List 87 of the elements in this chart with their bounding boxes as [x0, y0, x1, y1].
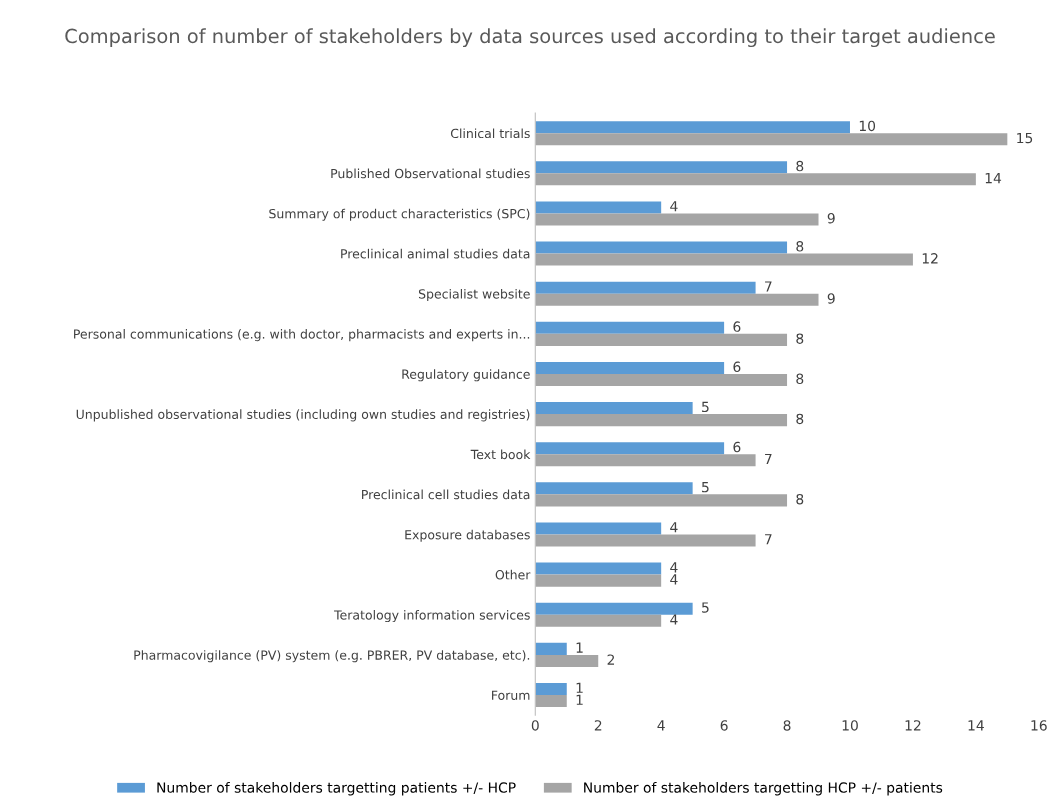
y-tick-label: Exposure databases — [405, 529, 530, 542]
y-tick-label: Clinical trials — [450, 128, 530, 139]
data-label: 8 — [796, 413, 804, 425]
data-label: 4 — [670, 574, 678, 585]
x-tick-label: 10 — [842, 720, 858, 731]
bar — [535, 562, 662, 575]
data-label: 8 — [796, 241, 804, 252]
data-label: 4 — [670, 562, 678, 573]
x-tick-label: 6 — [720, 720, 728, 731]
bar — [535, 522, 662, 535]
bar — [535, 454, 756, 467]
bar — [535, 654, 599, 667]
y-tick-label: Regulatory guidance — [402, 369, 530, 382]
data-label: 8 — [796, 373, 804, 385]
data-label: 6 — [733, 441, 741, 453]
bar — [535, 442, 725, 455]
y-tick-label: Forum — [492, 690, 530, 700]
x-tick-label: 12 — [905, 720, 921, 731]
data-label: 1 — [576, 642, 583, 653]
x-tick-label: 4 — [657, 720, 665, 731]
data-label: 7 — [765, 281, 772, 292]
y-tick-label: Teratology information services — [334, 610, 530, 623]
data-label: 1 — [576, 694, 583, 705]
y-tick-label: Specialist website — [418, 288, 530, 302]
data-label: 2 — [607, 654, 615, 665]
y-tick-label: Personal communications (e.g. with doctor, pharmacists and experts in... — [74, 329, 530, 342]
bar — [535, 241, 788, 254]
x-tick-label: 2 — [594, 720, 602, 731]
y-tick-label: Unpublished observational studies (including own studies and registries) — [76, 409, 530, 422]
data-label: 4 — [670, 522, 678, 533]
data-label: 4 — [670, 614, 678, 625]
data-label: 6 — [733, 321, 741, 332]
bar — [535, 373, 788, 387]
data-label: 12 — [922, 253, 938, 264]
data-label: 8 — [796, 160, 804, 172]
data-label: 5 — [702, 602, 709, 613]
legend-label: Number of stakeholders targetting HCP +/- patients — [584, 782, 943, 796]
bar — [535, 482, 693, 495]
bar — [535, 161, 788, 174]
x-tick-label: 16 — [1031, 720, 1047, 731]
bar — [535, 321, 725, 334]
chart-title: Comparison of number of stakeholders by data sources used according to their target audience — [65, 28, 995, 48]
y-tick-label: Preclinical animal studies data — [341, 248, 530, 259]
bar — [535, 602, 693, 615]
bar — [535, 494, 788, 507]
bar — [535, 281, 756, 294]
bar — [535, 534, 756, 547]
bar — [535, 614, 662, 627]
y-tick-label: Other — [495, 569, 531, 580]
bar — [535, 574, 662, 587]
bar — [535, 293, 819, 306]
bar — [535, 695, 567, 708]
bar — [535, 213, 819, 226]
y-tick-label: Pharmacovigilance (PV) system (e.g. PBRER, PV database, etc). — [134, 650, 530, 663]
legend-label: Number of stakeholders targetting patients +/- HCP — [157, 782, 516, 796]
x-tick-label: 14 — [968, 720, 984, 731]
data-label: 6 — [733, 361, 741, 372]
y-tick-label: Text book — [470, 449, 531, 460]
x-tick-label: 8 — [783, 720, 791, 731]
data-label: 5 — [702, 401, 709, 413]
bar — [535, 173, 976, 186]
data-label: 15 — [1017, 132, 1033, 144]
bar — [535, 133, 1008, 146]
bar — [535, 402, 693, 415]
data-label: 9 — [827, 212, 835, 224]
data-label: 7 — [765, 453, 772, 465]
x-tick-label: 0 — [531, 720, 539, 731]
data-label: 8 — [796, 333, 804, 344]
data-label: 5 — [702, 482, 709, 493]
data-label: 4 — [670, 201, 678, 212]
bar — [535, 682, 567, 696]
data-label: 8 — [796, 493, 804, 505]
bar — [535, 361, 725, 374]
bar — [535, 201, 662, 214]
data-label: 10 — [859, 120, 876, 132]
bar — [535, 253, 913, 266]
bar — [535, 333, 788, 346]
bar — [535, 121, 850, 134]
data-label: 14 — [985, 173, 1002, 184]
y-tick-label: Summary of product characteristics (SPC) — [269, 208, 530, 221]
y-tick-label: Published Observational studies — [331, 168, 530, 179]
y-tick-label: Preclinical cell studies data — [362, 489, 530, 500]
data-label: 9 — [827, 293, 835, 304]
bar — [535, 642, 567, 655]
bar — [535, 414, 788, 427]
data-label: 7 — [765, 534, 772, 545]
data-label: 1 — [576, 682, 583, 693]
